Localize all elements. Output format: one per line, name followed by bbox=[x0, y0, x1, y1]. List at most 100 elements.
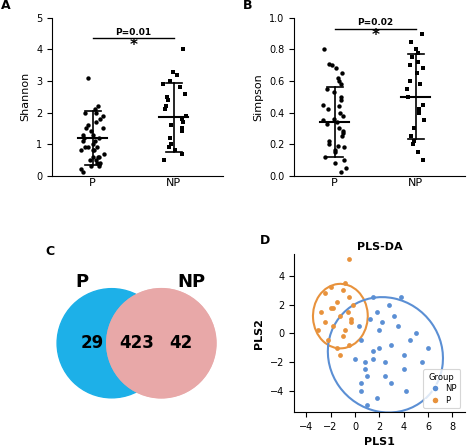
Point bbox=[408, 133, 415, 140]
Point bbox=[330, 115, 338, 122]
Point bbox=[331, 147, 338, 154]
Point bbox=[355, 323, 363, 330]
Point bbox=[90, 147, 98, 154]
Point bbox=[319, 101, 327, 108]
Point bbox=[82, 125, 90, 132]
Point bbox=[341, 144, 348, 151]
Point bbox=[366, 315, 374, 323]
X-axis label: PLS1: PLS1 bbox=[364, 437, 395, 448]
Point bbox=[181, 90, 189, 97]
Point bbox=[337, 351, 344, 358]
Point bbox=[335, 125, 342, 132]
Point bbox=[166, 134, 174, 142]
Point bbox=[347, 318, 355, 325]
Point bbox=[338, 69, 346, 77]
Point bbox=[369, 356, 377, 363]
Point bbox=[95, 153, 102, 160]
Y-axis label: Shannon: Shannon bbox=[20, 72, 31, 121]
Point bbox=[159, 81, 167, 88]
Point bbox=[339, 129, 347, 137]
Point bbox=[335, 142, 342, 149]
Point bbox=[321, 153, 329, 160]
Point bbox=[418, 358, 426, 366]
Point bbox=[347, 315, 355, 323]
Point bbox=[337, 169, 345, 176]
Text: B: B bbox=[243, 0, 253, 12]
Text: 423: 423 bbox=[119, 334, 154, 352]
Point bbox=[404, 93, 411, 100]
Point bbox=[79, 169, 87, 176]
Point bbox=[388, 380, 395, 387]
Point bbox=[351, 356, 359, 363]
Circle shape bbox=[107, 289, 216, 398]
Point bbox=[419, 65, 427, 72]
Text: A: A bbox=[1, 0, 10, 12]
Point bbox=[163, 93, 170, 100]
Point bbox=[414, 148, 422, 155]
Point bbox=[95, 163, 103, 170]
Point bbox=[331, 159, 338, 167]
Point bbox=[413, 69, 421, 77]
Point bbox=[82, 109, 89, 116]
Text: 42: 42 bbox=[170, 334, 193, 352]
Point bbox=[160, 156, 168, 164]
Point bbox=[408, 54, 416, 61]
Point bbox=[327, 304, 335, 311]
Point bbox=[89, 153, 97, 160]
Text: 29: 29 bbox=[80, 334, 103, 352]
Point bbox=[93, 144, 101, 151]
Point bbox=[406, 78, 414, 85]
Text: *: * bbox=[129, 38, 137, 52]
Point bbox=[335, 103, 343, 110]
Point bbox=[84, 121, 91, 129]
Point bbox=[357, 337, 365, 344]
Point bbox=[169, 68, 177, 75]
Point bbox=[171, 147, 179, 154]
Text: P=0.01: P=0.01 bbox=[115, 28, 151, 37]
Point bbox=[89, 131, 97, 138]
Point bbox=[345, 294, 353, 301]
Point bbox=[394, 323, 401, 330]
Point bbox=[385, 301, 393, 308]
Point bbox=[388, 341, 395, 349]
Point bbox=[373, 394, 381, 401]
Point bbox=[364, 373, 371, 380]
Point bbox=[96, 134, 103, 142]
Point bbox=[323, 85, 331, 92]
Point bbox=[92, 156, 100, 164]
Point bbox=[338, 133, 346, 140]
Point bbox=[410, 125, 418, 132]
Title: PLS-DA: PLS-DA bbox=[356, 242, 402, 252]
Point bbox=[410, 141, 417, 148]
Point bbox=[179, 46, 186, 53]
Point bbox=[324, 337, 332, 344]
Point bbox=[336, 109, 344, 116]
Point bbox=[373, 308, 381, 315]
Point bbox=[397, 294, 405, 301]
Point bbox=[182, 112, 190, 119]
Point bbox=[382, 373, 389, 380]
Point bbox=[330, 88, 337, 95]
Point bbox=[412, 46, 420, 53]
Point bbox=[390, 313, 398, 320]
Point bbox=[321, 318, 328, 325]
Point bbox=[178, 128, 185, 135]
Point bbox=[84, 144, 91, 151]
Point bbox=[333, 298, 340, 306]
Point bbox=[345, 255, 353, 263]
Point bbox=[91, 106, 99, 113]
Point bbox=[80, 131, 87, 138]
Point bbox=[404, 85, 411, 92]
Point bbox=[416, 81, 424, 88]
Circle shape bbox=[107, 289, 216, 398]
Point bbox=[400, 366, 408, 373]
Point bbox=[339, 332, 346, 340]
Point bbox=[416, 106, 423, 113]
Point bbox=[406, 62, 414, 69]
Point bbox=[93, 159, 101, 167]
Text: P: P bbox=[75, 273, 89, 291]
Point bbox=[86, 156, 93, 164]
Text: P=0.02: P=0.02 bbox=[357, 18, 393, 27]
Point bbox=[361, 366, 368, 373]
Point bbox=[331, 148, 339, 155]
